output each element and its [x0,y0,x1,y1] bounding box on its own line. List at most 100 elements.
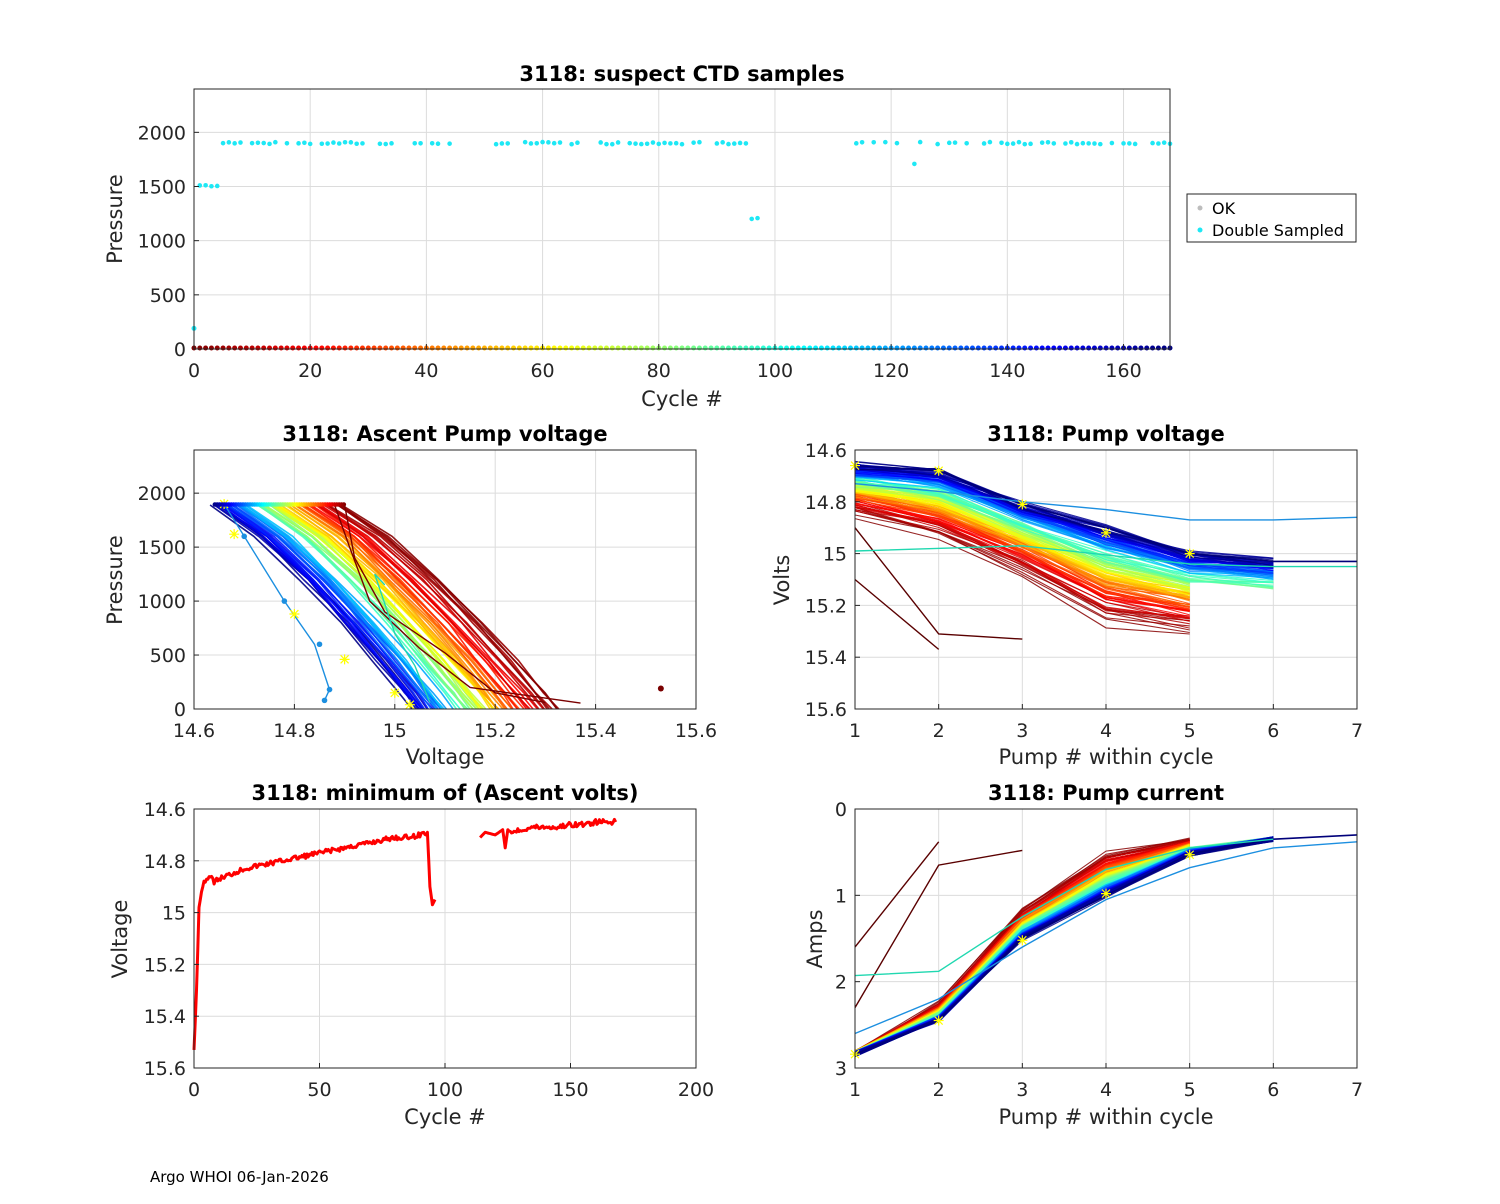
double-sampled-point [331,140,336,145]
double-sampled-point [214,183,220,189]
double-sampled-point [232,141,237,146]
cycle-color-marker [964,345,970,351]
cycle-color-marker [580,345,586,351]
double-sampled-point [644,141,650,147]
double-sampled-point [1121,141,1126,146]
p1-ytick-label: 1500 [138,177,186,199]
double-sampled-point [435,141,441,147]
p5-ytick-label: 1 [835,885,847,907]
p3-ytick-label: 15.6 [805,699,847,721]
double-sampled-point [302,140,307,146]
cycle-color-marker [371,345,377,351]
cycle-color-marker [1091,345,1097,351]
cycle-color-marker [877,345,883,351]
cycle-color-marker [208,345,214,351]
cycle-color-marker [778,345,784,351]
cycle-color-marker [418,345,424,351]
double-sampled-point [325,141,330,146]
double-sampled-point [894,140,900,146]
double-sampled-point [1132,141,1138,147]
pump-voltage-star-marker [1101,527,1111,538]
double-sampled-point [447,141,452,146]
double-sampled-point [1127,141,1132,146]
legend: OK Double Sampled [1186,193,1357,243]
pump-voltage-special-line [854,578,940,650]
ascent-star-marker [389,687,400,698]
cycle-color-marker [1016,345,1022,351]
double-sampled-point [348,140,354,145]
double-sampled-point [1022,141,1028,147]
cycle-color-marker [795,345,801,351]
cycle-color-marker [807,345,813,351]
pump-voltage-special-line [854,483,1358,521]
p3-xtick-label: 3 [1016,720,1028,742]
p2-xtick-label: 14.6 [173,720,215,742]
cycle-color-marker [975,345,981,351]
p2-ytick-label: 1000 [138,591,186,613]
cycle-color-marker [389,345,395,351]
cycle-color-marker [197,345,203,351]
pump-current-special-line [854,841,940,948]
p1-xtick-label: 40 [414,360,438,382]
double-sampled-point [668,141,673,146]
cycle-color-marker [499,345,505,351]
cycle-color-marker [911,345,917,351]
double-sampled-point [267,141,272,147]
pump-voltage-special-line [854,545,1357,568]
double-sampled-point [1005,141,1010,147]
double-sampled-point [609,141,615,147]
double-sampled-point [557,140,563,145]
cycle-color-marker [1155,345,1161,351]
cycle-color-marker [813,345,819,351]
p2-ytick-label: 500 [150,645,186,667]
p4-ytick-label: 15 [162,903,186,925]
p5-xtick-label: 7 [1351,1079,1363,1101]
ascent-cycle-line [333,504,581,704]
double-sampled-point [598,140,603,145]
p4-xtick-label: 150 [552,1079,588,1101]
p1-frame [193,88,1171,350]
p1-xtick-label: 140 [989,360,1025,382]
double-sampled-point [883,139,888,145]
pump-current-special-line [854,841,1358,1035]
double-sampled-point [1039,140,1045,145]
double-sampled-point [505,141,511,146]
pump-voltage-line [854,466,1274,567]
cycle-color-marker [551,345,557,351]
p3-xtick-label: 1 [849,720,861,742]
cycle-color-marker [923,345,929,351]
double-sampled-point [540,139,545,145]
ascent-cycle-line [310,504,534,710]
cycle-color-marker [917,345,923,351]
cycle-color-marker [290,345,296,351]
double-sampled-point [604,141,609,147]
p1-xtick-label: 120 [873,360,909,382]
cycle-color-marker [400,345,406,351]
cycle-color-marker [731,345,737,351]
cycle-color-marker [574,345,580,351]
p5-ylabel: Amps [803,909,827,968]
cycle-color-marker [226,345,232,351]
cycle-color-marker [609,345,615,351]
double-sampled-point [354,141,359,147]
p2-xlabel: Voltage [406,745,485,769]
double-sampled-point [1028,141,1033,147]
cycle-color-marker [1051,345,1057,351]
cycle-color-marker [325,345,331,351]
p2-ytick-label: 1500 [138,537,186,559]
cycle-color-marker [679,345,685,351]
cycle-color-marker [464,345,470,351]
ascent-cycle-line [246,504,443,710]
cycle-color-marker [958,345,964,351]
double-sampled-point [662,140,667,146]
cycle-color-marker [755,345,761,351]
cycle-color-marker [969,345,975,351]
double-sampled-point [1080,140,1086,146]
p4-title: 3118: minimum of (Ascent volts) [251,781,638,805]
p5-ytick-label: 0 [835,799,847,821]
double-sampled-point [546,140,551,145]
p3-ytick-label: 14.8 [805,492,847,514]
cycle-color-marker [1109,345,1115,351]
ascent-star-marker [229,529,240,540]
cycle-color-marker [673,345,679,351]
